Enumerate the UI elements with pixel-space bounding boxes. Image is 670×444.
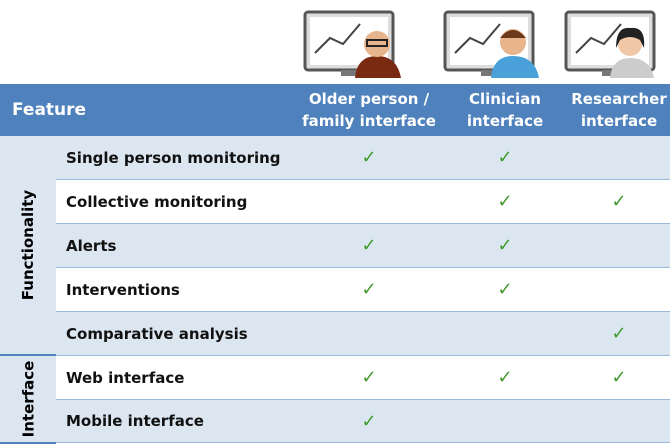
group-label: Interface — [19, 360, 37, 438]
feature-cell: Collective monitoring — [56, 180, 296, 224]
feature-cell: Alerts — [56, 224, 296, 268]
header-line: interface — [466, 112, 544, 130]
check-cell: ✓ — [296, 136, 442, 180]
header-line: Researcher — [571, 90, 667, 108]
group-label-cell: Functionality — [0, 136, 56, 356]
check-cell: ✓ — [442, 268, 568, 312]
feature-cell: Interventions — [56, 268, 296, 312]
feature-cell: Single person monitoring — [56, 136, 296, 180]
check-cell — [442, 312, 568, 356]
researcher-icon — [564, 10, 656, 78]
check-cell — [568, 136, 670, 180]
check-cell: ✓ — [568, 356, 670, 400]
group-label: Functionality — [19, 189, 37, 301]
check-cell — [296, 312, 442, 356]
check-cell: ✓ — [442, 356, 568, 400]
header-line: Older person / — [308, 90, 430, 108]
check-cell: ✓ — [442, 224, 568, 268]
check-cell: ✓ — [296, 400, 442, 443]
check-cell — [568, 400, 670, 443]
check-cell — [568, 268, 670, 312]
check-cell: ✓ — [442, 180, 568, 224]
check-cell: ✓ — [296, 268, 442, 312]
check-cell: ✓ — [296, 224, 442, 268]
check-cell — [568, 224, 670, 268]
check-cell — [296, 180, 442, 224]
header-column: Older person / family interface — [296, 84, 442, 136]
check-cell: ✓ — [296, 356, 442, 400]
feature-cell: Web interface — [56, 356, 296, 400]
clinician-icon — [443, 10, 539, 78]
header-line: family interface — [302, 112, 436, 130]
check-cell: ✓ — [568, 312, 670, 356]
check-cell — [442, 400, 568, 443]
feature-cell: Comparative analysis — [56, 312, 296, 356]
feature-cell: Mobile interface — [56, 400, 296, 443]
header-column: Researcher interface — [568, 84, 670, 136]
header-line: Clinician — [469, 90, 541, 108]
check-cell: ✓ — [442, 136, 568, 180]
check-cell: ✓ — [568, 180, 670, 224]
header-line: interface — [580, 112, 658, 130]
older-person-icon — [303, 10, 401, 78]
icons — [303, 10, 656, 78]
header-feature: Feature — [0, 84, 296, 136]
group-label-cell: Interface — [0, 356, 56, 444]
header-column: Clinician interface — [442, 84, 568, 136]
